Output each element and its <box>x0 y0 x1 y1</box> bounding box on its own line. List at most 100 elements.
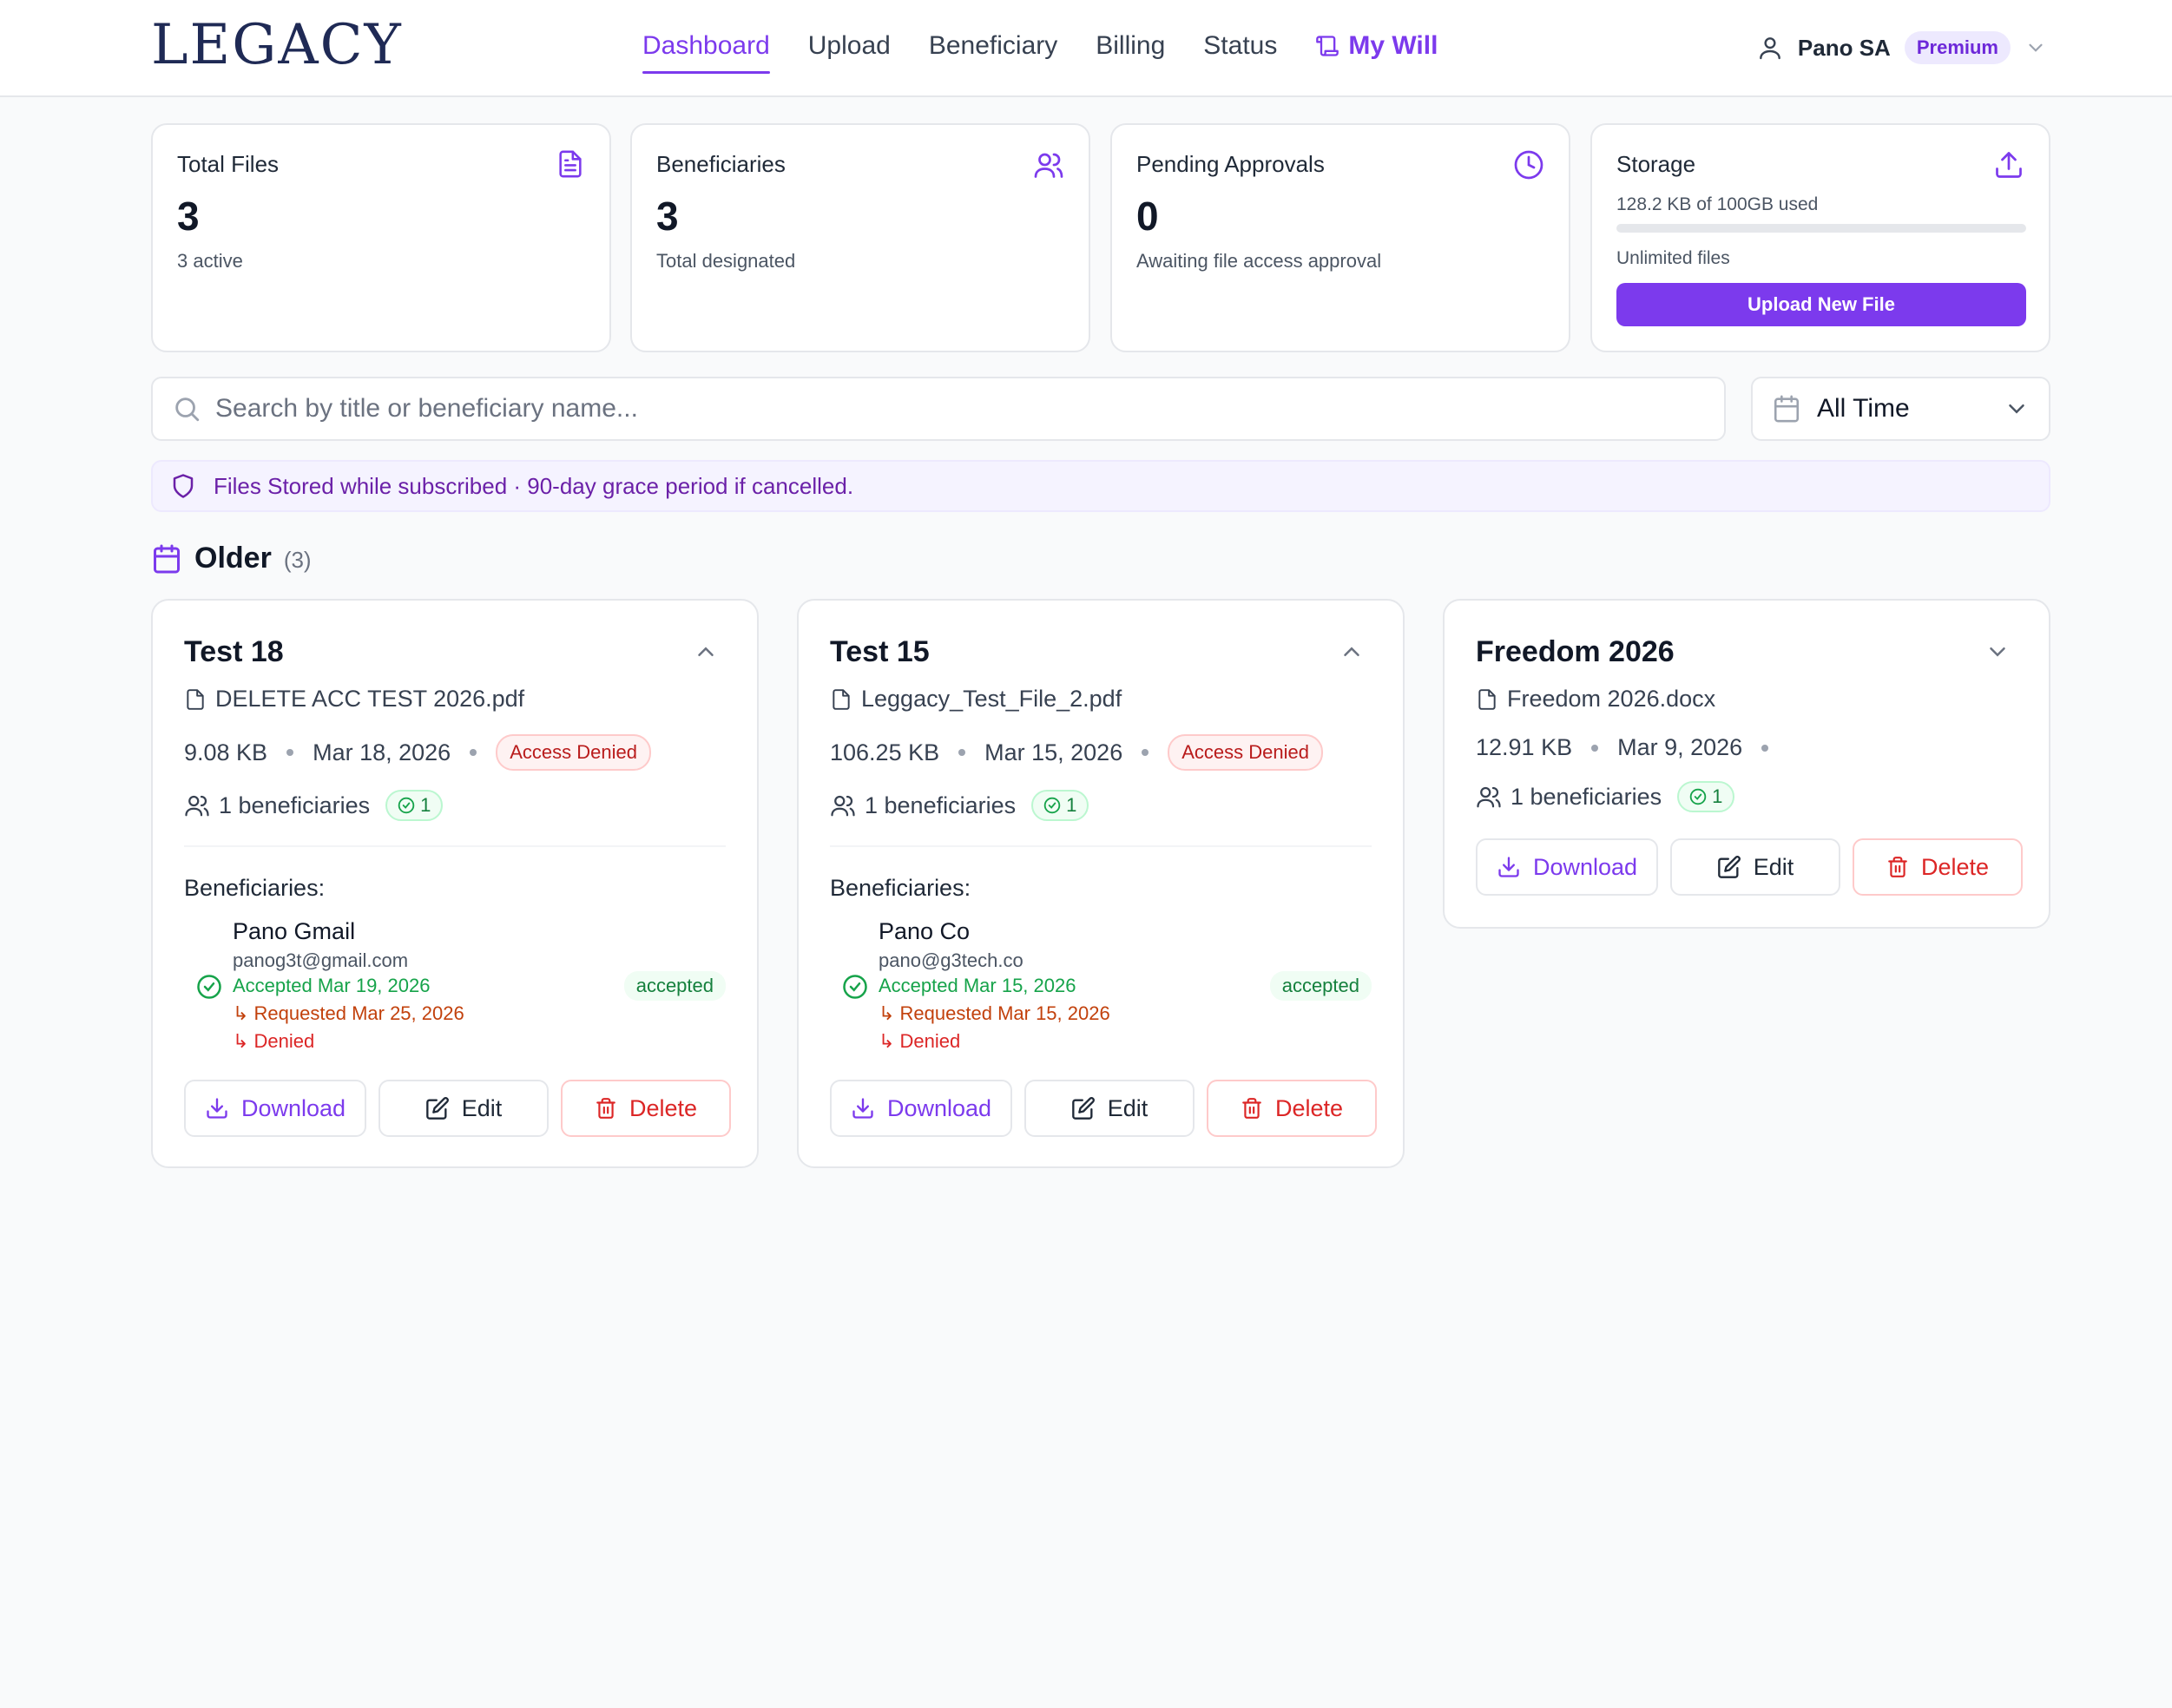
shield-icon <box>153 473 196 499</box>
file-size: 9.08 KB <box>184 739 268 765</box>
file-title: Test 15 <box>830 635 930 668</box>
search-icon <box>172 394 201 424</box>
chevron-down-icon[interactable] <box>1984 639 2011 665</box>
download-button[interactable]: Download <box>830 1080 1012 1137</box>
nav-status[interactable]: Status <box>1203 31 1278 60</box>
file-icon <box>184 686 207 713</box>
file-name: Freedom 2026.docx <box>1507 686 1716 712</box>
nav-upload[interactable]: Upload <box>807 31 891 60</box>
users-icon <box>830 792 856 818</box>
stat-title: Beneficiaries <box>656 151 786 177</box>
download-button[interactable]: Download <box>1476 838 1658 896</box>
stat-subtext: Awaiting file access approval <box>1136 250 1382 272</box>
file-size: 106.25 KB <box>830 739 940 765</box>
user-menu[interactable]: Pano SA Premium <box>1756 28 2047 68</box>
stat-card-storage: Storage 128.2 KB of 100GB used Unlimited… <box>1590 123 2050 352</box>
edit-icon <box>425 1096 450 1120</box>
delete-button[interactable]: Delete <box>1853 838 2023 896</box>
beneficiary-status-badge: accepted <box>623 971 726 1001</box>
check-circle-icon <box>1689 788 1707 805</box>
beneficiary-name: Pano Co <box>879 918 971 944</box>
section-header-older: Older (3) <box>194 542 312 575</box>
file-name-row: Leggacy_Test_File_2.pdf <box>830 686 1122 713</box>
check-circle-icon <box>398 797 415 814</box>
beneficiary-count: 1 beneficiaries <box>1511 783 1662 810</box>
separator-dot <box>1761 744 1769 752</box>
delete-label: Delete <box>1920 853 1990 880</box>
edit-icon <box>1071 1096 1096 1120</box>
nav-my-will-label: My Will <box>1348 31 1438 60</box>
separator-dot <box>1142 749 1149 756</box>
stat-card-beneficiaries: Beneficiaries 3 Total designated <box>630 123 1090 352</box>
beneficiary-name: Pano Gmail <box>233 918 356 944</box>
delete-label: Delete <box>629 1094 698 1121</box>
file-icon <box>1476 686 1498 713</box>
accepted-count-badge: 1 <box>1677 781 1735 812</box>
file-actions: Download Edit Delete <box>1476 838 2023 896</box>
file-date: Mar 9, 2026 <box>1617 734 1743 760</box>
file-actions: Download Edit Delete <box>184 1080 731 1137</box>
stat-value: 3 <box>177 194 200 239</box>
file-text-icon <box>556 149 585 179</box>
chevron-up-icon[interactable] <box>693 639 719 665</box>
status-badge: Access Denied <box>496 734 651 771</box>
edit-icon <box>1717 855 1741 879</box>
beneficiary-count: 1 beneficiaries <box>219 792 371 818</box>
file-card: Test 18 DELETE ACC TEST 2026.pdf 9.08 KB… <box>151 599 759 1168</box>
beneficiary-count-row: 1 beneficiaries 1 <box>184 790 444 821</box>
accepted-count-badge: 1 <box>1031 790 1089 821</box>
scroll-icon <box>1315 34 1339 58</box>
stat-card-total-files: Total Files 3 3 active <box>151 123 611 352</box>
time-filter-select[interactable]: All Time <box>1751 377 2050 441</box>
file-title: Freedom 2026 <box>1476 635 1675 668</box>
download-button[interactable]: Download <box>184 1080 366 1137</box>
upload-new-file-button[interactable]: Upload New File <box>1616 283 2026 326</box>
nav-billing[interactable]: Billing <box>1096 31 1166 60</box>
beneficiaries-label: Beneficiaries: <box>184 875 326 901</box>
beneficiary-accepted-date: Accepted Mar 15, 2026 <box>879 975 1076 996</box>
file-title: Test 18 <box>184 635 284 668</box>
search-bar <box>151 377 1726 441</box>
download-icon <box>851 1096 875 1120</box>
stat-card-pending-approvals: Pending Approvals 0 Awaiting file access… <box>1110 123 1570 352</box>
user-name: Pano SA <box>1797 34 1891 61</box>
accepted-count: 1 <box>420 794 431 816</box>
users-icon <box>1033 149 1064 181</box>
edit-button[interactable]: Edit <box>1670 838 1840 896</box>
separator-dot <box>286 749 294 756</box>
separator-dot <box>1591 744 1599 752</box>
brand-logo[interactable]: LEGACY <box>151 13 403 77</box>
calendar-icon <box>151 543 182 575</box>
file-date: Mar 18, 2026 <box>313 739 451 765</box>
delete-button[interactable]: Delete <box>1207 1080 1377 1137</box>
file-card: Test 15 Leggacy_Test_File_2.pdf 106.25 K… <box>797 599 1405 1168</box>
delete-label: Delete <box>1274 1094 1344 1121</box>
check-circle-icon <box>842 974 868 1000</box>
beneficiary-denied: ↳ Denied <box>879 1030 961 1052</box>
file-size: 12.91 KB <box>1476 734 1573 760</box>
file-name-row: DELETE ACC TEST 2026.pdf <box>184 686 524 713</box>
nav-my-will[interactable]: My Will <box>1315 29 1438 69</box>
accepted-count-badge: 1 <box>385 790 444 821</box>
subscription-notice: Files Stored while subscribed · 90-day g… <box>151 460 2050 512</box>
divider <box>184 845 726 847</box>
delete-button[interactable]: Delete <box>561 1080 731 1137</box>
status-badge: Access Denied <box>1168 734 1323 771</box>
chevron-up-icon[interactable] <box>1339 639 1365 665</box>
chevron-down-icon[interactable] <box>2024 36 2047 59</box>
nav-dashboard[interactable]: Dashboard <box>642 29 770 74</box>
nav-beneficiary[interactable]: Beneficiary <box>928 31 1058 60</box>
stat-value: 3 <box>656 194 679 239</box>
search-input[interactable] <box>215 394 1691 424</box>
calendar-icon <box>1772 394 1801 424</box>
edit-button[interactable]: Edit <box>378 1080 549 1137</box>
file-meta-row: 9.08 KB Mar 18, 2026 Access Denied <box>184 734 651 771</box>
user-icon <box>1756 34 1784 62</box>
beneficiary-requested-date: ↳ Requested Mar 15, 2026 <box>879 1002 1110 1024</box>
download-icon <box>1497 855 1521 879</box>
storage-files-text: Unlimited files <box>1616 248 1730 268</box>
edit-button[interactable]: Edit <box>1024 1080 1195 1137</box>
beneficiary-denied: ↳ Denied <box>233 1030 315 1052</box>
check-circle-icon <box>1043 797 1061 814</box>
beneficiary-email: pano@g3tech.co <box>879 949 1023 971</box>
